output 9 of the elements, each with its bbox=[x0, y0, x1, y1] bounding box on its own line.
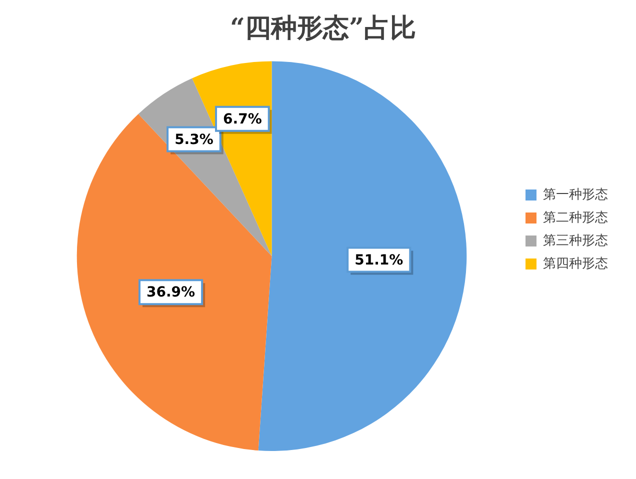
data-label: 51.1% bbox=[354, 252, 404, 268]
legend-label: 第一种形态 bbox=[543, 187, 608, 202]
data-label: 6.7% bbox=[223, 112, 262, 128]
data-label: 5.3% bbox=[174, 132, 214, 148]
legend-label: 第四种形态 bbox=[543, 256, 608, 272]
data-label: 36.9% bbox=[146, 284, 196, 301]
legend-label: 第三种形态 bbox=[543, 233, 608, 248]
chart-title: “四种形态”占比 bbox=[230, 13, 416, 44]
legend-label: 第二种形态 bbox=[543, 210, 608, 226]
